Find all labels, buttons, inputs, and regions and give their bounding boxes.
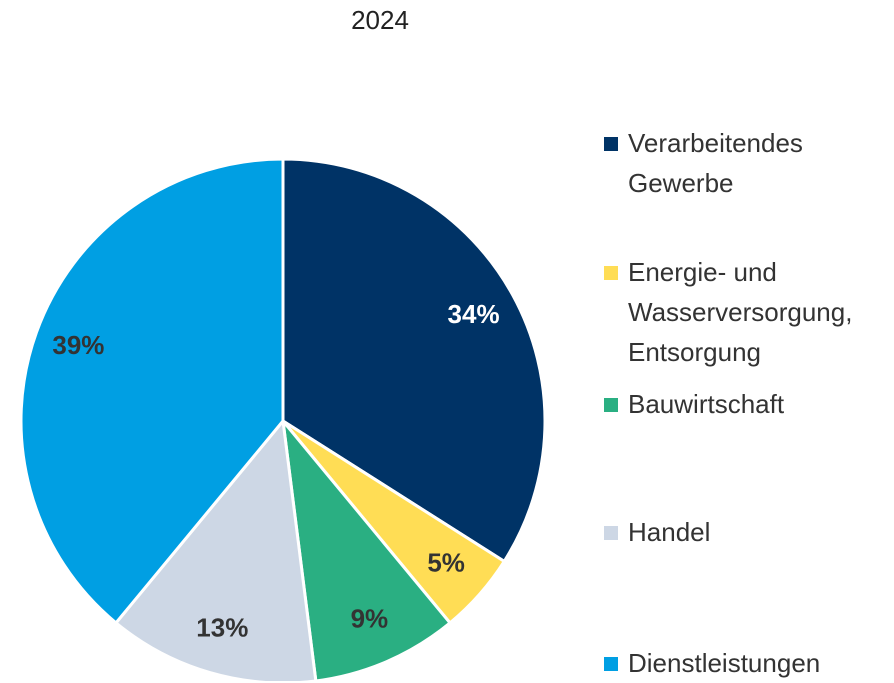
pie-slice (281, 157, 547, 564)
legend-label: Energie- und Wasserversorgung, Entsorgun… (628, 257, 853, 367)
legend-item: Energie- und Wasserversorgung, Entsorgun… (604, 252, 889, 372)
legend-label: Bauwirtschaft (628, 389, 785, 419)
legend-swatch (604, 657, 618, 671)
data-label: 5% (427, 548, 465, 578)
legend-item: Dienstleistungen (604, 643, 889, 683)
data-label: 39% (52, 330, 104, 360)
data-label: 13% (196, 613, 248, 643)
pie-slice (19, 157, 285, 625)
data-label: 9% (351, 603, 389, 633)
legend-label: Handel (628, 517, 711, 547)
legend-item: Bauwirtschaft (604, 384, 889, 424)
legend-item: Verarbeitendes Gewerbe (604, 123, 889, 203)
legend-swatch (604, 137, 618, 151)
pie-slice (280, 416, 453, 681)
legend-swatch (604, 398, 618, 412)
chart-title: 2024 (351, 5, 409, 35)
pie-slice (113, 417, 318, 681)
legend-label: Verarbeitendes Gewerbe (628, 128, 803, 198)
legend-item: Handel (604, 512, 889, 552)
legend-swatch (604, 526, 618, 540)
legend-label: Dienstleistungen (628, 648, 821, 678)
legend-swatch (604, 266, 618, 280)
data-label: 34% (448, 299, 500, 329)
